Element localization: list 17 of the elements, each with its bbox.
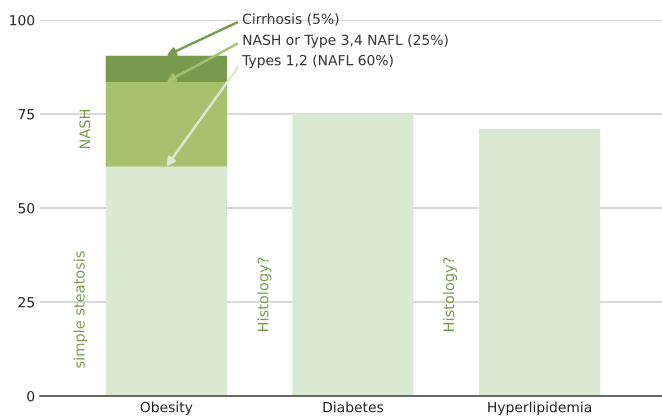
- y-tick-label: 75: [18, 109, 34, 120]
- x-tick-label: Obesity: [140, 402, 192, 415]
- y-tick-label: 50: [18, 202, 34, 214]
- x-tick-label: Diabetes: [323, 402, 384, 412]
- bar: [478, 129, 600, 396]
- y-tick-label: 0: [27, 390, 34, 402]
- annotation: NASH or Type 3,4 NAFL (25%): [244, 34, 448, 48]
- annotation: Histology?: [257, 258, 272, 331]
- x-tick-label: Hyperlipidemia: [488, 402, 592, 415]
- y-tick-label: 25: [18, 296, 34, 308]
- annotation: simple steatosis: [73, 251, 88, 368]
- y-tick-label: 100: [10, 14, 34, 26]
- bar: [292, 114, 414, 396]
- annotation: NASH: [79, 110, 90, 148]
- annotation: Histology?: [442, 258, 458, 331]
- annotation: Cirrhosis (5%): [242, 13, 338, 26]
- annotation: Types 1,2 (NAFL 60%): [242, 54, 393, 68]
